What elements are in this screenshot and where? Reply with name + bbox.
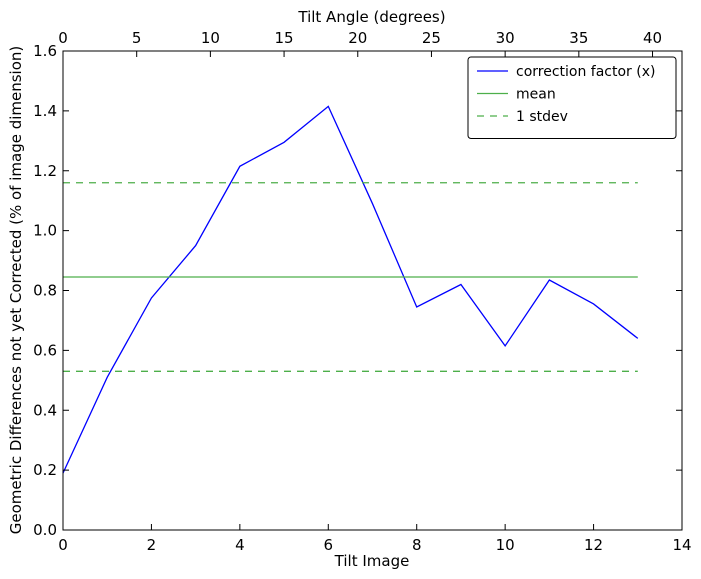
x2-tick-label: 30: [496, 29, 515, 47]
x2-tick-label: 10: [201, 29, 220, 47]
legend-label: mean: [516, 87, 556, 103]
x-tick-label: 2: [147, 536, 157, 554]
x2-tick-label: 20: [348, 29, 367, 47]
y-tick-label: 0.0: [33, 521, 57, 539]
y-tick-label: 0.8: [33, 282, 57, 300]
x-tick-label: 14: [672, 536, 691, 554]
x2-tick-label: 25: [422, 29, 441, 47]
legend-label: 1 stdev: [516, 109, 568, 125]
series-layer: [62, 105, 639, 474]
y-tick-label: 0.6: [33, 341, 57, 359]
x-tick-label: 6: [324, 536, 334, 554]
y-axis-title: Geometric Differences not yet Corrected …: [7, 46, 25, 535]
x2-axis-title: Tilt Angle (degrees): [297, 8, 445, 26]
x2-tick-label: 0: [58, 29, 68, 47]
legend-box: [467, 56, 677, 139]
x2-tick-label: 35: [569, 29, 588, 47]
series-line-correction-factor-x: [62, 105, 639, 474]
y-tick-label: 1.4: [33, 102, 57, 120]
y-tick-label: 0.2: [33, 461, 57, 479]
x2-tick-label: 5: [132, 29, 142, 47]
x-tick-label: 0: [58, 536, 68, 554]
y-tick-label: 1.0: [33, 222, 57, 240]
x-tick-label: 4: [235, 536, 245, 554]
legend-label: correction factor (x): [516, 64, 655, 80]
x-tick-label: 12: [584, 536, 603, 554]
x2-tick-label: 40: [643, 29, 662, 47]
y-tick-label: 1.6: [33, 42, 57, 60]
x-tick-label: 10: [496, 536, 515, 554]
legend: correction factor (x) mean 1 stdev: [467, 56, 677, 139]
x-tick-label: 8: [412, 536, 422, 554]
y-tick-label: 0.4: [33, 401, 57, 419]
x-axis-title: Tilt Image: [334, 552, 410, 570]
x2-tick-label: 15: [275, 29, 294, 47]
y-tick-label: 1.2: [33, 162, 57, 180]
tick-layer: 0 2 4 6 8 10 12 14 0 5 10 15 20 25 30 35 40 0.0 0.2 0.4 0.6 0…: [33, 29, 691, 554]
